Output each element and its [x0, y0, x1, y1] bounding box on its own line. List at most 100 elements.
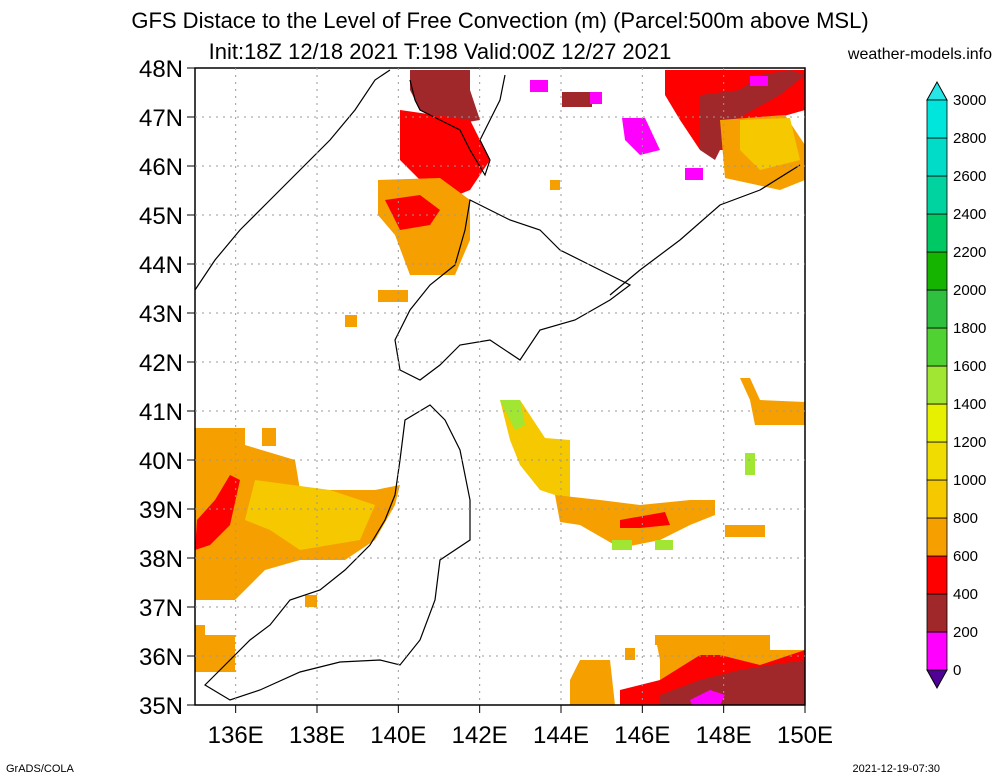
field-patch	[740, 378, 805, 425]
colorbar-label: 200	[953, 624, 978, 641]
plot-frame	[194, 67, 806, 706]
coastline-honshu	[204, 404, 471, 701]
field-patch	[612, 540, 632, 550]
colorbar-over-arrow	[926, 80, 948, 101]
colorbar-label: 2200	[953, 244, 986, 261]
field-patch	[245, 480, 375, 550]
coastline-asia	[194, 69, 391, 291]
lat-label: 36N	[139, 644, 183, 671]
lon-label: 136E	[208, 722, 264, 749]
colorbar-swatch	[926, 137, 948, 177]
field-patch	[195, 475, 240, 550]
colorbar-label: 1000	[953, 472, 986, 489]
colorbar-swatch	[926, 517, 948, 557]
colorbar-swatch	[926, 175, 948, 215]
footer-software: GrADS/COLA	[6, 763, 74, 775]
colorbar-label: 1400	[953, 396, 986, 413]
field-patch	[530, 80, 548, 92]
field-patch	[745, 453, 755, 475]
colorbar-label: 600	[953, 548, 978, 565]
field-patch	[690, 690, 725, 705]
colorbar-swatch	[926, 365, 948, 405]
field-patch	[305, 595, 317, 607]
lat-label: 39N	[139, 497, 183, 524]
coastline-kurils	[609, 164, 801, 296]
field-patch	[740, 118, 800, 170]
lat-label: 45N	[139, 203, 183, 230]
colorbar-label: 0	[953, 662, 961, 679]
colorbar-label: 3000	[953, 92, 986, 109]
lat-axis: 48N 47N 46N 45N 44N 43N 42N 41N 40N 39N 38N 37N 36N 3…	[139, 56, 195, 720]
field-patch	[410, 70, 480, 125]
colorbar-label: 1200	[953, 434, 986, 451]
field-patch	[660, 660, 805, 705]
field-patch	[620, 512, 670, 528]
colorbar-swatch	[926, 441, 948, 481]
field-patch	[385, 195, 440, 230]
colorbar-swatch	[926, 213, 948, 253]
colorbar-label: 2800	[953, 130, 986, 147]
lon-label: 140E	[370, 722, 426, 749]
field-patch	[378, 290, 408, 302]
lat-label: 42N	[139, 350, 183, 377]
colorbar-swatch	[926, 327, 948, 367]
field-patch	[590, 92, 602, 104]
colorbar-label: 2600	[953, 168, 986, 185]
field-patch	[655, 635, 665, 645]
lat-label: 48N	[139, 56, 183, 83]
field-patch	[345, 315, 357, 327]
lat-label: 46N	[139, 154, 183, 181]
lon-label: 144E	[533, 722, 589, 749]
lat-label: 37N	[139, 595, 183, 622]
colorbar-swatch	[926, 289, 948, 329]
colorbar-swatch	[926, 631, 948, 671]
lat-label: 38N	[139, 546, 183, 573]
field-patch	[195, 625, 235, 672]
field-patch	[550, 180, 560, 190]
chart-title: GFS Distace to the Level of Free Convect…	[131, 8, 869, 33]
chart-subtitle: Init:18Z 12/18 2021 T:198 Valid:00Z 12/2…	[208, 39, 672, 64]
lon-axis: 136E 138E 140E 142E 144E 146E 148E 150E	[208, 705, 833, 749]
colorbar-label: 2000	[953, 282, 986, 299]
colorbar-label: 1600	[953, 358, 986, 375]
colorbar-label: 1800	[953, 320, 986, 337]
field-patch	[400, 110, 490, 200]
colorbar-label: 400	[953, 586, 978, 603]
field-patch	[725, 525, 765, 537]
colorbar-swatch	[926, 99, 948, 139]
field-patch	[570, 660, 615, 705]
lon-label: 150E	[777, 722, 833, 749]
field-patch	[622, 118, 660, 155]
field-patch	[625, 648, 635, 660]
colorbar-label: 800	[953, 510, 978, 527]
colorbar-swatch	[926, 555, 948, 595]
site-credit: weather-models.info	[847, 46, 992, 63]
lon-label: 142E	[452, 722, 508, 749]
field-patch	[500, 400, 525, 430]
plot-area: 48N 47N 46N 45N 44N 43N 42N 41N 40N 39N 38N 37N 36N 3…	[139, 56, 833, 749]
field-patch	[685, 168, 703, 180]
lat-label: 40N	[139, 448, 183, 475]
lon-label: 146E	[614, 722, 670, 749]
colorbar-label: 2400	[953, 206, 986, 223]
coastline-hokkaido	[394, 199, 632, 381]
colorbar-swatch	[926, 403, 948, 443]
field-patch	[750, 76, 768, 86]
field-layer	[195, 70, 805, 705]
lat-label: 35N	[139, 693, 183, 720]
lat-label: 44N	[139, 252, 183, 279]
coastline-layer	[194, 69, 801, 701]
field-patch	[262, 428, 276, 446]
grid	[195, 68, 805, 705]
footer-timestamp: 2021-12-19-07:30	[852, 763, 940, 775]
colorbar-swatch	[926, 593, 948, 633]
lat-label: 41N	[139, 399, 183, 426]
field-patch	[655, 540, 673, 550]
lon-label: 138E	[289, 722, 345, 749]
colorbar: 0 200 400 600 800 1000 1200 1400 1600 1800 2000 220…	[926, 80, 986, 690]
coastline-sakhalin	[409, 74, 506, 177]
colorbar-under-arrow	[926, 669, 948, 690]
field-patch	[562, 92, 592, 107]
lon-label: 148E	[696, 722, 752, 749]
